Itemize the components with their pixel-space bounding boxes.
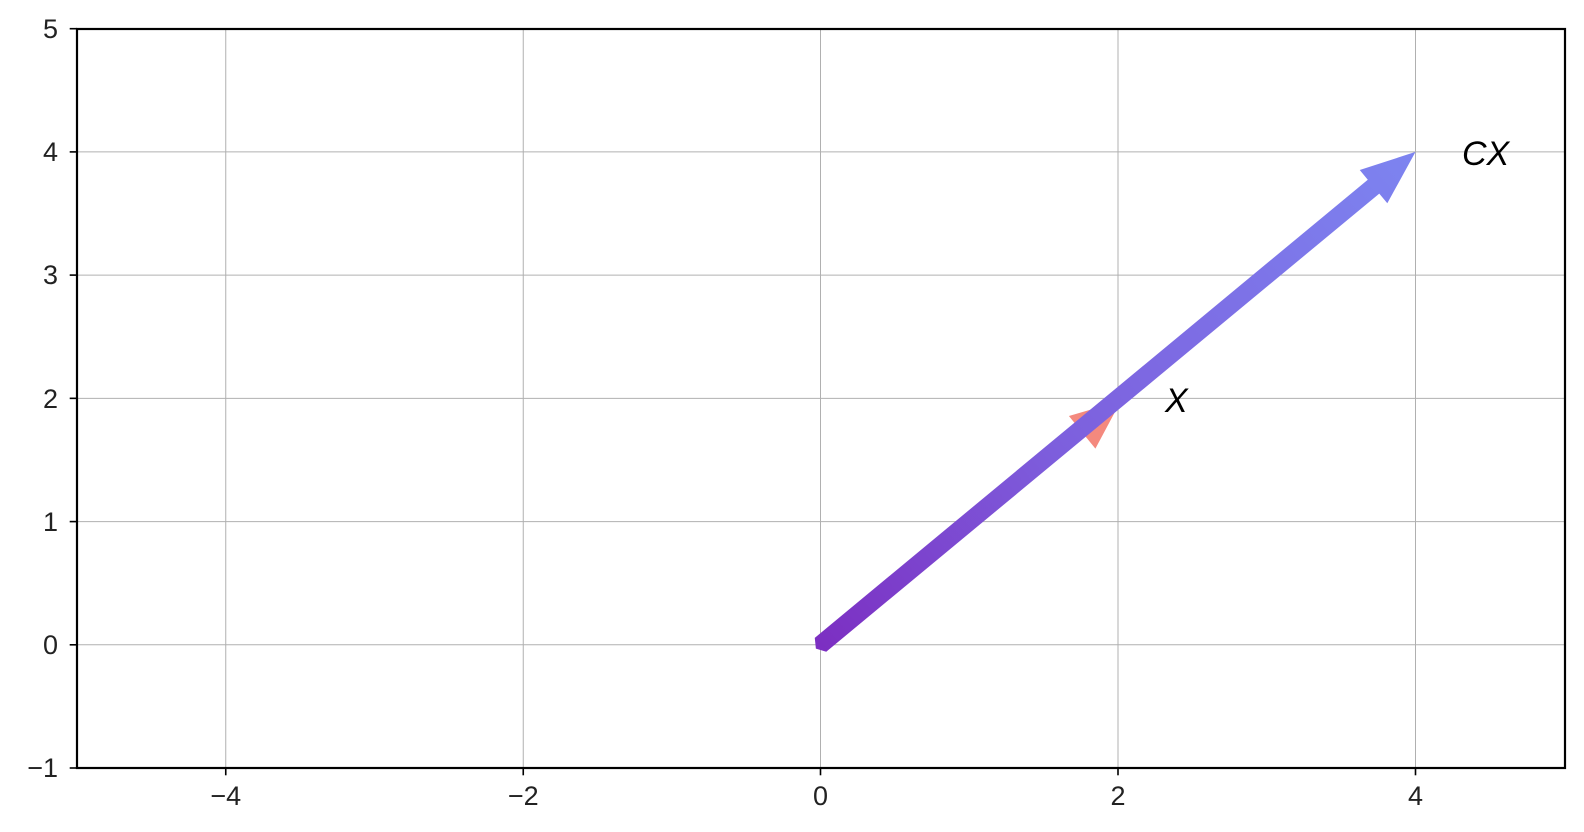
svg-text:0: 0	[813, 781, 828, 811]
svg-text:3: 3	[43, 260, 58, 290]
svg-text:2: 2	[43, 384, 58, 414]
svg-text:X: X	[1164, 382, 1189, 420]
svg-text:−2: −2	[508, 781, 539, 811]
svg-text:2: 2	[1110, 781, 1125, 811]
svg-text:0: 0	[43, 630, 58, 660]
svg-text:−4: −4	[210, 781, 241, 811]
svg-text:4: 4	[1408, 781, 1423, 811]
svg-text:1: 1	[43, 507, 58, 537]
svg-text:5: 5	[43, 14, 58, 44]
svg-text:CX: CX	[1462, 135, 1511, 173]
svg-text:−1: −1	[27, 753, 58, 783]
svg-text:4: 4	[43, 137, 58, 167]
